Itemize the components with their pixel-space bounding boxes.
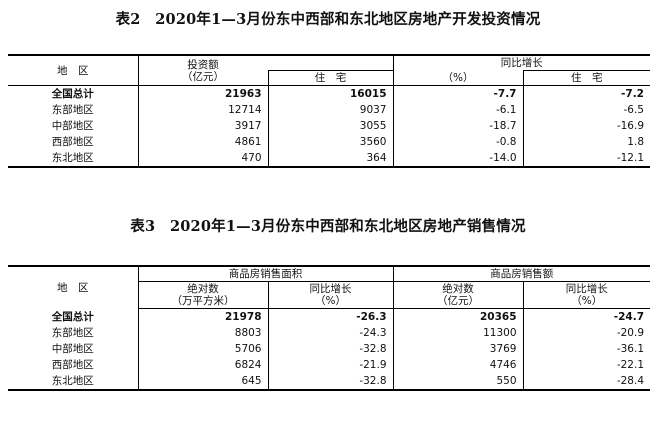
yoy-residential-cell: -16.9 [522, 118, 650, 134]
region-cell: 东北地区 [51, 375, 94, 387]
yoy-cell: -6.1 [392, 102, 523, 118]
sales-cell: 3769 [392, 341, 523, 357]
header-sales-group: 商品房销售额 [392, 266, 650, 282]
table3-title: 表3 2020年1—3月份东中西部和东北地区房地产销售情况 [130, 218, 526, 235]
header-investment-line1: 投资额 [187, 58, 219, 71]
header-yoy-unit: （%） [392, 70, 523, 86]
residential-cell: 3055 [267, 118, 393, 134]
header-sales-abs-line1: 绝对数 [442, 283, 474, 295]
residential-cell: 364 [267, 150, 393, 167]
table-row: 东北地区 645 -32.8 550 -28.4 [8, 373, 650, 390]
table-row: 西部地区 6824 -21.9 4746 -22.1 [8, 357, 650, 373]
investment-table: 地 区 投资额 （亿元） 同比增长 住 宅 （%） 住 宅 全国总计 21963… [8, 54, 650, 168]
header-investment: 投资额 （亿元） [137, 55, 268, 86]
sales-cell: 11300 [392, 325, 523, 341]
investment-cell: 12714 [137, 102, 268, 118]
header-area-yoy-line1: 同比增长 [309, 283, 352, 295]
table-row: 西部地区 4861 3560 -0.8 1.8 [8, 134, 650, 150]
table-row: 东部地区 8803 -24.3 11300 -20.9 [8, 325, 650, 341]
sales-yoy-cell: -24.7 [522, 308, 650, 325]
header-area-group: 商品房销售面积 [137, 266, 393, 282]
residential-cell: 9037 [267, 102, 393, 118]
investment-cell: 470 [137, 150, 268, 167]
header-investment-line2: （亿元） [182, 70, 224, 83]
sales-yoy-cell: -20.9 [522, 325, 650, 341]
region-cell: 中部地区 [51, 343, 94, 355]
area-yoy-cell: -26.3 [267, 308, 393, 325]
sales-yoy-cell: -28.4 [522, 373, 650, 390]
header-area-yoy-line2: （%） [315, 295, 346, 307]
sales-table: 地 区 商品房销售面积 商品房销售额 绝对数 （万平方米） 同比增长 （%） 绝… [8, 265, 650, 391]
table-row: 东北地区 470 364 -14.0 -12.1 [8, 150, 650, 167]
header-spacer [268, 55, 393, 71]
header-residential: 住 宅 [267, 70, 393, 86]
region-cell: 全国总计 [51, 88, 94, 100]
table-row: 全国总计 21963 16015 -7.7 -7.2 [8, 85, 650, 102]
region-cell: 全国总计 [51, 310, 94, 323]
yoy-residential-cell: -6.5 [522, 102, 650, 118]
table-row: 中部地区 5706 -32.8 3769 -36.1 [8, 341, 650, 357]
investment-cell: 4861 [137, 134, 268, 150]
header-area-yoy: 同比增长 （%） [267, 281, 393, 309]
area-yoy-cell: -32.8 [267, 373, 393, 390]
header-region: 地 区 [8, 55, 138, 86]
yoy-cell: -0.8 [392, 134, 523, 150]
header-yoy-residential: 住 宅 [522, 70, 650, 86]
header-sales-yoy-line1: 同比增长 [565, 283, 608, 295]
region-cell: 东北地区 [51, 152, 94, 164]
investment-cell: 21963 [137, 85, 268, 102]
yoy-residential-cell: -12.1 [522, 150, 650, 167]
region-cell: 西部地区 [51, 136, 94, 148]
header-sales-abs-line2: （亿元） [437, 295, 479, 307]
header-area-abs-line2: （万平方米） [171, 295, 235, 307]
yoy-residential-cell: -7.2 [522, 85, 650, 102]
header-yoy: 同比增长 [392, 55, 650, 71]
sales-yoy-cell: -36.1 [522, 341, 650, 357]
residential-cell: 3560 [267, 134, 393, 150]
region-cell: 东部地区 [51, 104, 94, 116]
yoy-cell: -18.7 [392, 118, 523, 134]
sales-cell: 4746 [392, 357, 523, 373]
table-row: 东部地区 12714 9037 -6.1 -6.5 [8, 102, 650, 118]
region-cell: 西部地区 [51, 359, 94, 371]
area-cell: 8803 [137, 325, 268, 341]
header-area-abs-line1: 绝对数 [187, 283, 219, 295]
area-yoy-cell: -21.9 [267, 357, 393, 373]
header-yoy-line1: 同比增长 [500, 57, 543, 69]
table2-title: 表2 2020年1—3月份东中西部和东北地区房地产开发投资情况 [115, 11, 541, 28]
sales-cell: 20365 [392, 308, 523, 325]
yoy-cell: -14.0 [392, 150, 523, 167]
header-sales-yoy: 同比增长 （%） [522, 281, 650, 309]
investment-cell: 3917 [137, 118, 268, 134]
area-cell: 21978 [137, 308, 268, 325]
header-sales-yoy-line2: （%） [571, 295, 603, 307]
table-row: 中部地区 3917 3055 -18.7 -16.9 [8, 118, 650, 134]
area-yoy-cell: -24.3 [267, 325, 393, 341]
table-row: 全国总计 21978 -26.3 20365 -24.7 [8, 308, 650, 325]
header-sales-abs: 绝对数 （亿元） [392, 281, 523, 309]
region-cell: 东部地区 [51, 327, 94, 339]
area-cell: 5706 [137, 341, 268, 357]
header-region: 地 区 [57, 281, 89, 294]
yoy-cell: -7.7 [392, 85, 523, 102]
area-cell: 6824 [137, 357, 268, 373]
sales-yoy-cell: -22.1 [522, 357, 650, 373]
region-cell: 中部地区 [51, 120, 94, 132]
yoy-residential-cell: 1.8 [522, 134, 650, 150]
sales-cell: 550 [392, 373, 523, 390]
area-yoy-cell: -32.8 [267, 341, 393, 357]
header-area-abs: 绝对数 （万平方米） [137, 281, 268, 309]
area-cell: 645 [137, 373, 268, 390]
residential-cell: 16015 [267, 85, 393, 102]
